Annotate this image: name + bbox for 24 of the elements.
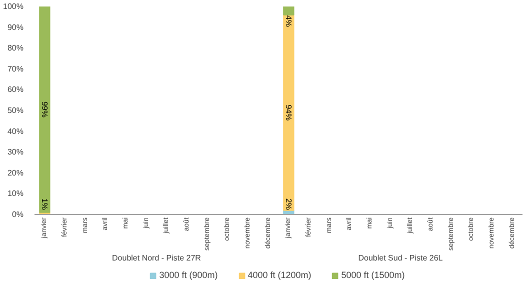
data-label: 1% — [40, 198, 50, 210]
y-tick-label: 40% — [7, 126, 24, 136]
y-tick-label: 20% — [7, 168, 24, 178]
bar — [283, 14, 294, 211]
y-tick-label: 80% — [7, 44, 24, 53]
legend-label: 5000 ft (1500m) — [341, 270, 405, 280]
y-tick-label: 0% — [12, 210, 24, 219]
y-tick-label: 70% — [7, 64, 24, 74]
y-tick-label: 60% — [7, 85, 24, 94]
data-label: 4% — [284, 15, 294, 27]
y-tick-label: 30% — [7, 148, 24, 157]
y-tick-label: 50% — [7, 106, 24, 115]
data-label: 94% — [284, 104, 294, 121]
data-label: 2% — [284, 198, 294, 210]
bar — [39, 6, 50, 213]
text: Doublet Sud - Piste 26L — [358, 254, 444, 262]
y-tick-label: 100% — [3, 2, 24, 11]
legend-label: 3000 ft (900m) — [159, 270, 218, 280]
y-tick-label: 10% — [7, 189, 24, 198]
data-label: 99% — [40, 101, 50, 118]
bar — [283, 6, 294, 16]
legend-label: 4000 ft (1200m) — [248, 270, 312, 280]
text: Doublet Nord - Piste 27R — [112, 254, 202, 262]
y-tick-label: 90% — [7, 22, 24, 32]
